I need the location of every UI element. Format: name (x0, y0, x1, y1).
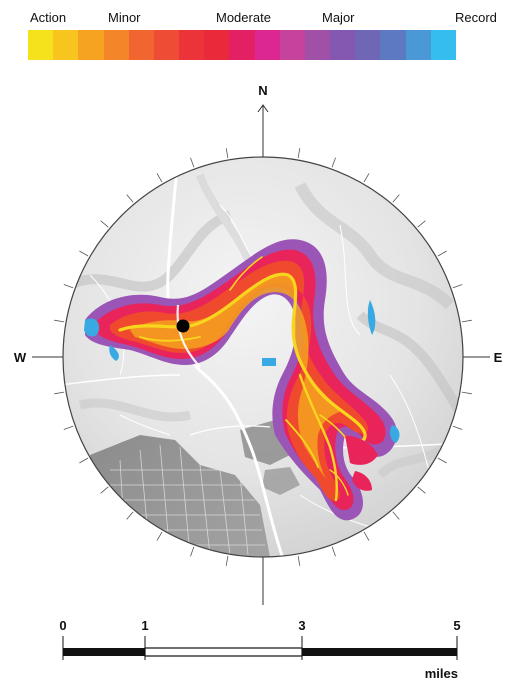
compass-tick (417, 220, 426, 228)
legend-swatch (229, 30, 255, 60)
legend-swatch (405, 30, 431, 60)
compass-tick (452, 284, 463, 289)
compass-tick (79, 457, 89, 464)
compass-tick (63, 284, 74, 289)
compass-tick (190, 157, 195, 168)
legend-swatch (179, 30, 205, 60)
compass-tick (100, 486, 109, 494)
legend-label-moderate: Moderate (216, 10, 271, 25)
compass-tick (156, 531, 163, 541)
compass-tick (363, 531, 370, 541)
compass-tick (54, 319, 65, 323)
legend-swatch (78, 30, 104, 60)
compass-ticks (54, 148, 472, 566)
scale-label-1: 1 (141, 618, 149, 633)
compass-tick (461, 391, 472, 395)
compass-tick (392, 194, 400, 203)
compass-tick (392, 511, 400, 520)
location-marker[interactable] (176, 319, 190, 333)
compass-north: N (258, 83, 267, 98)
compass-tick (100, 220, 109, 228)
compass-tick (126, 511, 134, 520)
legend-label-minor: Minor (108, 10, 141, 25)
compass-tick (225, 148, 229, 159)
compass-tick (452, 425, 463, 430)
legend-swatch (204, 30, 230, 60)
legend-labels: Action Minor Moderate Major Record (0, 10, 506, 28)
compass-tick (79, 250, 89, 257)
legend-swatch (304, 30, 331, 60)
legend-swatch (380, 30, 406, 60)
legend-swatch (330, 30, 356, 60)
map-view[interactable]: N W E (0, 75, 506, 615)
scale-label-5: 5 (453, 618, 461, 633)
compass-tick (363, 173, 370, 183)
compass-tick (63, 425, 74, 430)
scale-bar-graphic (62, 636, 458, 660)
compass-tick (54, 391, 65, 395)
flood-edge-blue (84, 300, 400, 443)
compass-tick (225, 555, 229, 566)
legend-swatch (430, 30, 456, 60)
legend-swatch (254, 30, 280, 60)
compass-tick (461, 319, 472, 323)
compass-tick (297, 555, 301, 566)
legend-swatch (128, 30, 154, 60)
compass-west: W (14, 350, 27, 365)
scale-label-3: 3 (298, 618, 306, 633)
legend-swatch (53, 30, 79, 60)
compass-tick (190, 546, 195, 557)
scale-bar: 0 1 3 5 miles (0, 618, 506, 682)
map-border (62, 156, 464, 558)
compass-tick (297, 148, 301, 159)
legend-color-bar (28, 30, 456, 60)
compass-tick (417, 486, 426, 494)
legend-swatch (279, 30, 305, 60)
compass-tick (331, 157, 336, 168)
legend-label-action: Action (30, 10, 67, 25)
legend-swatch (355, 30, 381, 60)
compass-tick (331, 546, 336, 557)
legend-label-major: Major (322, 10, 355, 25)
compass-tick (437, 457, 447, 464)
compass-tick (437, 250, 447, 257)
legend-label-record: Record (455, 10, 497, 25)
compass-axes (32, 104, 490, 605)
legend-swatch (103, 30, 129, 60)
compass-tick (156, 173, 163, 183)
compass-east: E (494, 350, 503, 365)
scale-label-0: 0 (59, 618, 67, 633)
legend-swatch (28, 30, 54, 60)
scale-unit: miles (424, 666, 458, 681)
compass-tick (126, 194, 134, 203)
legend-swatch (153, 30, 180, 60)
